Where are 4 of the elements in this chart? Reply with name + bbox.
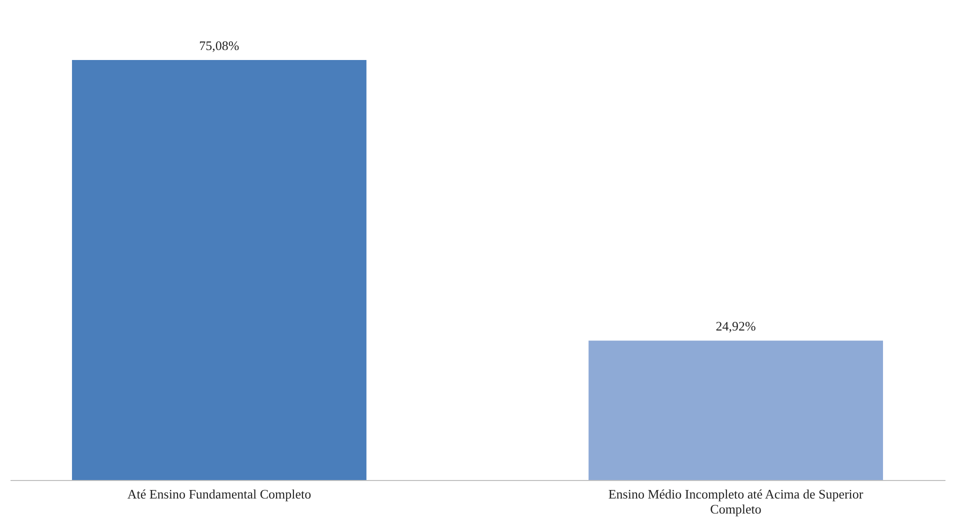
data-label: 24,92%	[716, 318, 756, 334]
x-tick-label: Até Ensino Fundamental Completo	[127, 486, 312, 502]
data-label: 75,08%	[199, 38, 240, 53]
x-tick-label: Ensino Médio Incompleto até Acima de Superior Completo	[608, 486, 864, 516]
